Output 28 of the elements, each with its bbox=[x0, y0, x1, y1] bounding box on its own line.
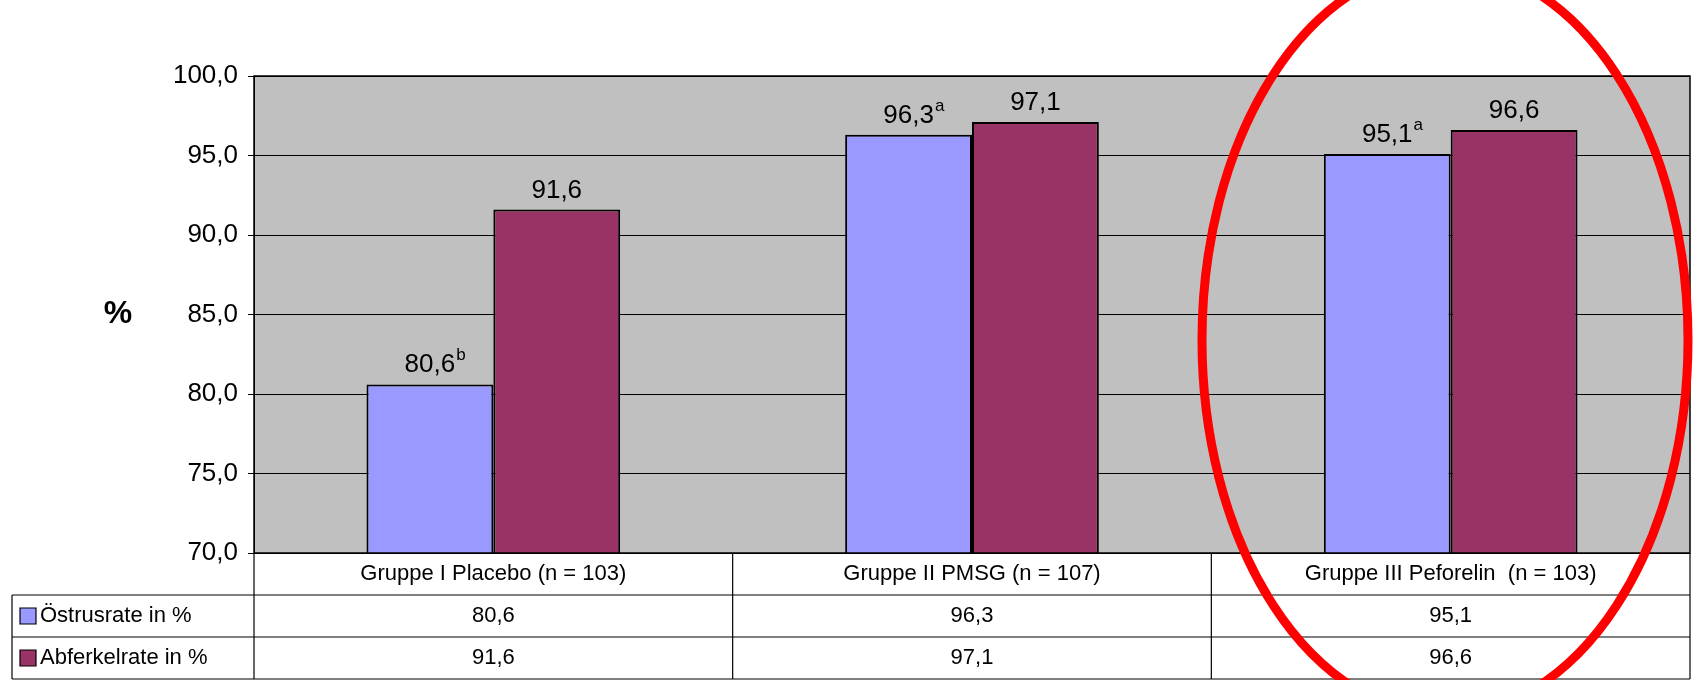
data-label: 80,6 bbox=[471, 602, 515, 628]
x-tick-label: Gruppe III Peforelin (n = 103) bbox=[1304, 560, 1597, 586]
text: 97,1 bbox=[1010, 86, 1061, 117]
annotation: a bbox=[1413, 114, 1424, 134]
legend-label: Östrusrate in % bbox=[40, 602, 192, 628]
x-tick-label: Gruppe II PMSG (n = 107) bbox=[843, 560, 1101, 586]
text: 80,6 bbox=[404, 348, 456, 379]
text: 96,3 bbox=[883, 98, 934, 129]
y-tick-label: 80,0 bbox=[187, 377, 238, 408]
data-label: 95,1 bbox=[1429, 602, 1473, 628]
y-tick-label: 85,0 bbox=[187, 297, 238, 328]
text: 96,6 bbox=[1488, 94, 1540, 125]
data-label: 96,3 bbox=[950, 602, 994, 628]
annotation: a bbox=[934, 95, 945, 115]
y-tick-label: 75,0 bbox=[187, 456, 238, 487]
y-tick-label: 100,0 bbox=[172, 59, 238, 90]
y-axis-title: % bbox=[103, 294, 133, 331]
y-tick-label: 70,0 bbox=[187, 536, 238, 567]
data-label: 97,1 bbox=[950, 644, 994, 670]
data-label: 96,6 bbox=[1429, 644, 1473, 670]
text: 91,6 bbox=[531, 173, 583, 204]
y-tick-label: 95,0 bbox=[187, 138, 238, 169]
data-label: 91,6 bbox=[471, 644, 515, 670]
legend-label: Abferkelrate in % bbox=[40, 644, 208, 670]
y-tick-label: 90,0 bbox=[187, 218, 238, 249]
x-tick-label: Gruppe I Placebo (n = 103) bbox=[360, 560, 627, 586]
text: 95,1 bbox=[1361, 117, 1413, 148]
annotation: b bbox=[456, 345, 466, 365]
